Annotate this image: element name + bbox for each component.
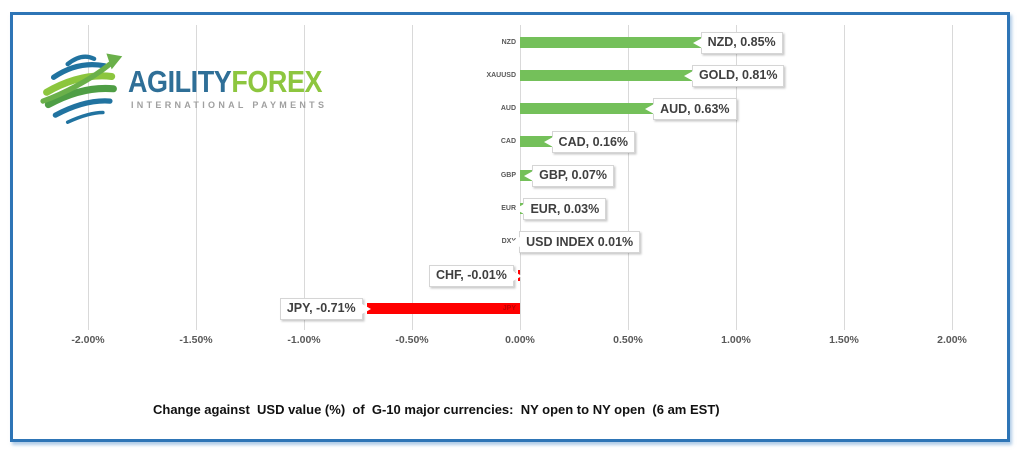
callout-wedge (361, 303, 371, 314)
category-label-nzd: NZD (501, 38, 516, 46)
x-axis-tick-label: 2.00% (937, 334, 967, 346)
x-axis-tick-label: -2.00% (71, 334, 105, 346)
data-label-gbp: GBP, 0.07% (524, 164, 614, 187)
x-axis-tick-label: -1.50% (179, 334, 213, 346)
agilityforex-logo: AGILITYFOREX INTERNATIONAL PAYMENTS (36, 48, 326, 126)
gridline (412, 25, 413, 330)
callout-wedge (692, 37, 702, 48)
gridline (304, 25, 305, 330)
x-axis-tick-label: -0.50% (395, 334, 429, 346)
category-label-dxy: DXY (501, 238, 516, 246)
brand-tagline: INTERNATIONAL PAYMENTS (131, 100, 328, 110)
x-axis-tick-label: 0.50% (613, 334, 643, 346)
data-label-eur: EUR, 0.03% (515, 198, 607, 220)
callout-wedge (512, 270, 522, 281)
x-axis-tick-label: 1.50% (829, 334, 859, 346)
category-label-eur: EUR (501, 205, 516, 212)
category-label-jpy: JPY (502, 304, 516, 312)
chart-frame-border (10, 12, 1010, 442)
callout-wedge (524, 170, 534, 181)
brand-forex: FOREX (231, 64, 323, 99)
callout-wedge (543, 137, 553, 148)
x-axis-tick-label: 0.00% (505, 334, 535, 346)
gridline (736, 25, 737, 330)
category-label-xauusd: XAUUSD (486, 71, 516, 79)
data-label-cad: CAD, 0.16% (543, 131, 636, 154)
bar-jpy (366, 302, 520, 314)
gridline (196, 25, 197, 330)
bar-xauusd (520, 69, 695, 81)
data-label-xauusd: GOLD, 0.81% (683, 64, 785, 87)
callout-wedge (511, 237, 521, 248)
bar-cad (520, 136, 555, 148)
gridline (88, 25, 89, 330)
data-label-nzd: NZD, 0.85% (692, 31, 783, 54)
brand-wordmark: AGILITYFOREX (128, 64, 323, 100)
data-label-chf: CHF, -0.01% (428, 264, 522, 287)
callout-wedge (683, 70, 693, 81)
brand-agility: AGILITY (128, 64, 232, 99)
x-axis-tick-label: 1.00% (721, 334, 751, 346)
gridline (844, 25, 845, 330)
callout-wedge (515, 204, 525, 214)
data-label-aud: AUD, 0.63% (645, 98, 737, 121)
data-label-jpy: JPY, -0.71% (279, 297, 371, 320)
x-axis-tick-label: -1.00% (287, 334, 321, 346)
callout-wedge (645, 104, 655, 115)
data-label-dxy: USD INDEX 0.01% (511, 231, 641, 254)
chart-title: Change against USD value (%) of G-10 maj… (153, 402, 720, 417)
globe-arrow-icon (40, 53, 123, 124)
category-label-aud: AUD (500, 105, 516, 113)
bar-nzd (520, 36, 704, 48)
bar-aud (520, 103, 657, 115)
gridline (952, 25, 953, 330)
category-label-gbp: GBP (500, 171, 516, 179)
category-label-cad: CAD (500, 138, 516, 146)
gridline (628, 25, 629, 330)
